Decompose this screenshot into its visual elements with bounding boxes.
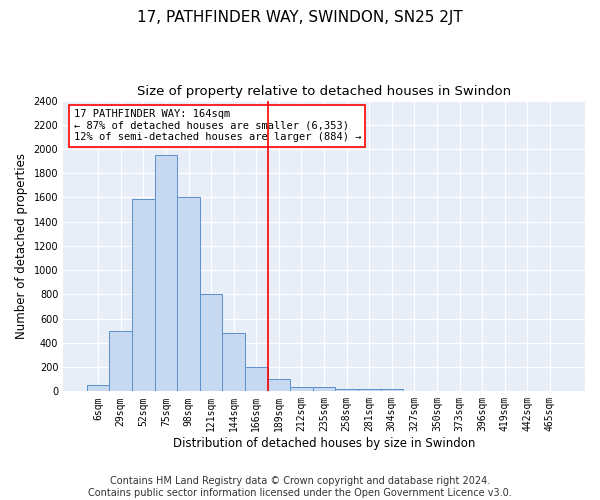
Bar [245, 367, 268, 392]
Title: Size of property relative to detached houses in Swindon: Size of property relative to detached ho… [137, 85, 511, 98]
Bar [380, 389, 403, 392]
Bar [313, 387, 335, 392]
Text: Contains HM Land Registry data © Crown copyright and database right 2024.
Contai: Contains HM Land Registry data © Crown c… [88, 476, 512, 498]
Text: 17 PATHFINDER WAY: 164sqm
← 87% of detached houses are smaller (6,353)
12% of se: 17 PATHFINDER WAY: 164sqm ← 87% of detac… [74, 110, 361, 142]
Bar [268, 379, 290, 392]
Text: 17, PATHFINDER WAY, SWINDON, SN25 2JT: 17, PATHFINDER WAY, SWINDON, SN25 2JT [137, 10, 463, 25]
Bar [223, 333, 245, 392]
Bar [155, 155, 177, 392]
Bar [87, 386, 109, 392]
X-axis label: Distribution of detached houses by size in Swindon: Distribution of detached houses by size … [173, 437, 475, 450]
Y-axis label: Number of detached properties: Number of detached properties [15, 153, 28, 339]
Bar [109, 331, 132, 392]
Bar [177, 198, 200, 392]
Bar [132, 198, 155, 392]
Bar [335, 389, 358, 392]
Bar [290, 387, 313, 392]
Bar [200, 294, 223, 392]
Bar [358, 389, 380, 392]
